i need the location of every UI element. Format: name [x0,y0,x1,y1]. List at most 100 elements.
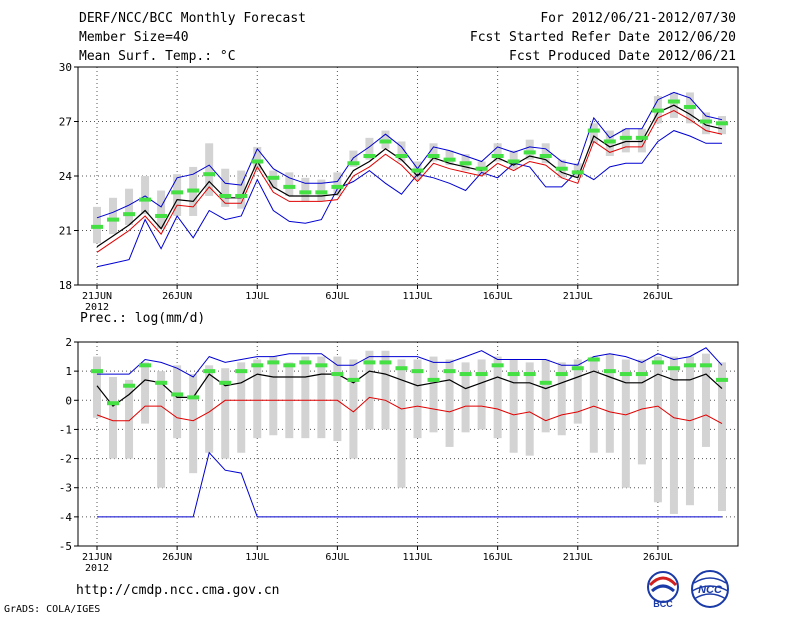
precipitation-xtick-label: 26JUN [162,552,192,563]
precipitation-marker [139,363,152,368]
precipitation-marker [699,363,712,368]
temperature-box [221,168,230,207]
member-size-label: Member Size=40 [79,30,189,45]
precipitation-marker [716,377,728,382]
precipitation-box [237,362,246,453]
bcc-logo: BCC [647,571,679,609]
precipitation-marker [299,360,312,365]
temperature-marker [139,197,152,202]
precipitation-marker [523,372,536,377]
precipitation-xtick-sublabel: 2012 [85,563,109,574]
temperature-marker [235,193,248,198]
temperature-marker [379,139,392,144]
temperature-box [141,176,150,215]
precipitation-box [573,359,582,424]
precipitation-marker [219,380,232,385]
precipitation-box [701,353,710,447]
temperature-box [621,128,630,153]
precipitation-marker [91,369,103,374]
precipitation-marker [635,372,648,377]
temperature-ytick-label: 18 [59,279,72,292]
precipitation-marker [491,363,504,368]
precipitation-box [381,350,390,430]
precip-panel-title: Prec.: log(mm/d) [80,311,205,326]
temperature-marker [587,128,600,133]
precipitation-marker [315,363,328,368]
precipitation-box [317,356,326,439]
precipitation-marker [443,369,456,374]
temperature-box [205,143,214,196]
precipitation-mean-line [96,370,723,407]
precipitation-marker [251,363,264,368]
precipitation-marker [555,372,568,377]
temperature-marker [667,99,680,104]
temperature-marker [475,166,488,171]
temperature-marker [459,161,472,166]
ncc-logo: NCC [691,570,729,608]
source-url[interactable]: http://cmdp.ncc.cma.gov.cn [76,583,280,598]
precipitation-frame [77,341,739,547]
precipitation-box [621,359,630,488]
precipitation-marker [171,392,184,397]
temperature-marker [523,150,536,155]
ncc-logo-text: NCC [698,584,723,596]
precipitation-box [477,359,486,430]
temperature-min-line [96,130,722,268]
temperature-median-line [96,110,723,253]
precipitation-marker [427,377,440,382]
precipitation-xtick-label: 16JUL [483,552,513,563]
precipitation-box [93,356,101,418]
temperature-box [397,141,406,162]
precipitation-marker [587,357,600,362]
precipitation-marker [267,360,280,365]
temperature-marker [283,184,296,189]
variable-label: Mean Surf. Temp.: °C [79,49,236,64]
precipitation-marker [651,360,664,365]
precipitation-ytick-label: -4 [59,511,73,524]
precipitation-box [685,356,694,506]
precipitation-marker [379,360,392,365]
precipitation-marker [539,380,552,385]
temperature-marker [491,154,504,159]
precipitation-xtick-label: 1JUL [245,552,269,563]
precipitation-ytick-label: -5 [59,540,72,553]
temperature-marker [443,157,456,162]
temperature-ytick-label: 21 [59,225,72,238]
temperature-marker [651,108,664,113]
precipitation-marker [363,360,376,365]
precipitation-median-line [96,396,723,425]
temperature-marker [171,190,184,195]
temperature-marker [539,154,552,159]
precipitation-marker [347,377,360,382]
precipitation-ytick-label: -2 [59,453,72,466]
precipitation-marker [667,366,680,371]
temperature-xtick-label: 6JUL [325,291,349,302]
temperature-xtick-label: 1JUL [245,291,269,302]
precipitation-xtick-label: 21JUL [563,552,593,563]
precipitation-box [413,359,422,439]
precipitation-marker [155,380,168,385]
precipitation-box [189,374,198,474]
precipitation-box [589,356,598,453]
temperature-marker [635,135,648,140]
precipitation-marker [331,372,344,377]
precipitation-box [333,356,342,442]
precipitation-box [349,359,358,459]
precipitation-marker [107,401,120,406]
precipitation-box [397,359,406,488]
temperature-marker [507,159,520,164]
precipitation-marker [235,369,248,374]
temperature-box [349,150,358,167]
precipitation-box [461,362,470,433]
temperature-box [589,123,598,144]
precipitation-max-line [97,347,723,378]
precipitation-box [493,356,502,439]
temperature-marker [251,159,264,164]
temperature-xtick-label: 21JUL [563,291,593,302]
precipitation-box [173,365,182,439]
precipitation-box [365,350,374,430]
precipitation-box [637,359,646,465]
bcc-logo-text: BCC [653,599,673,609]
